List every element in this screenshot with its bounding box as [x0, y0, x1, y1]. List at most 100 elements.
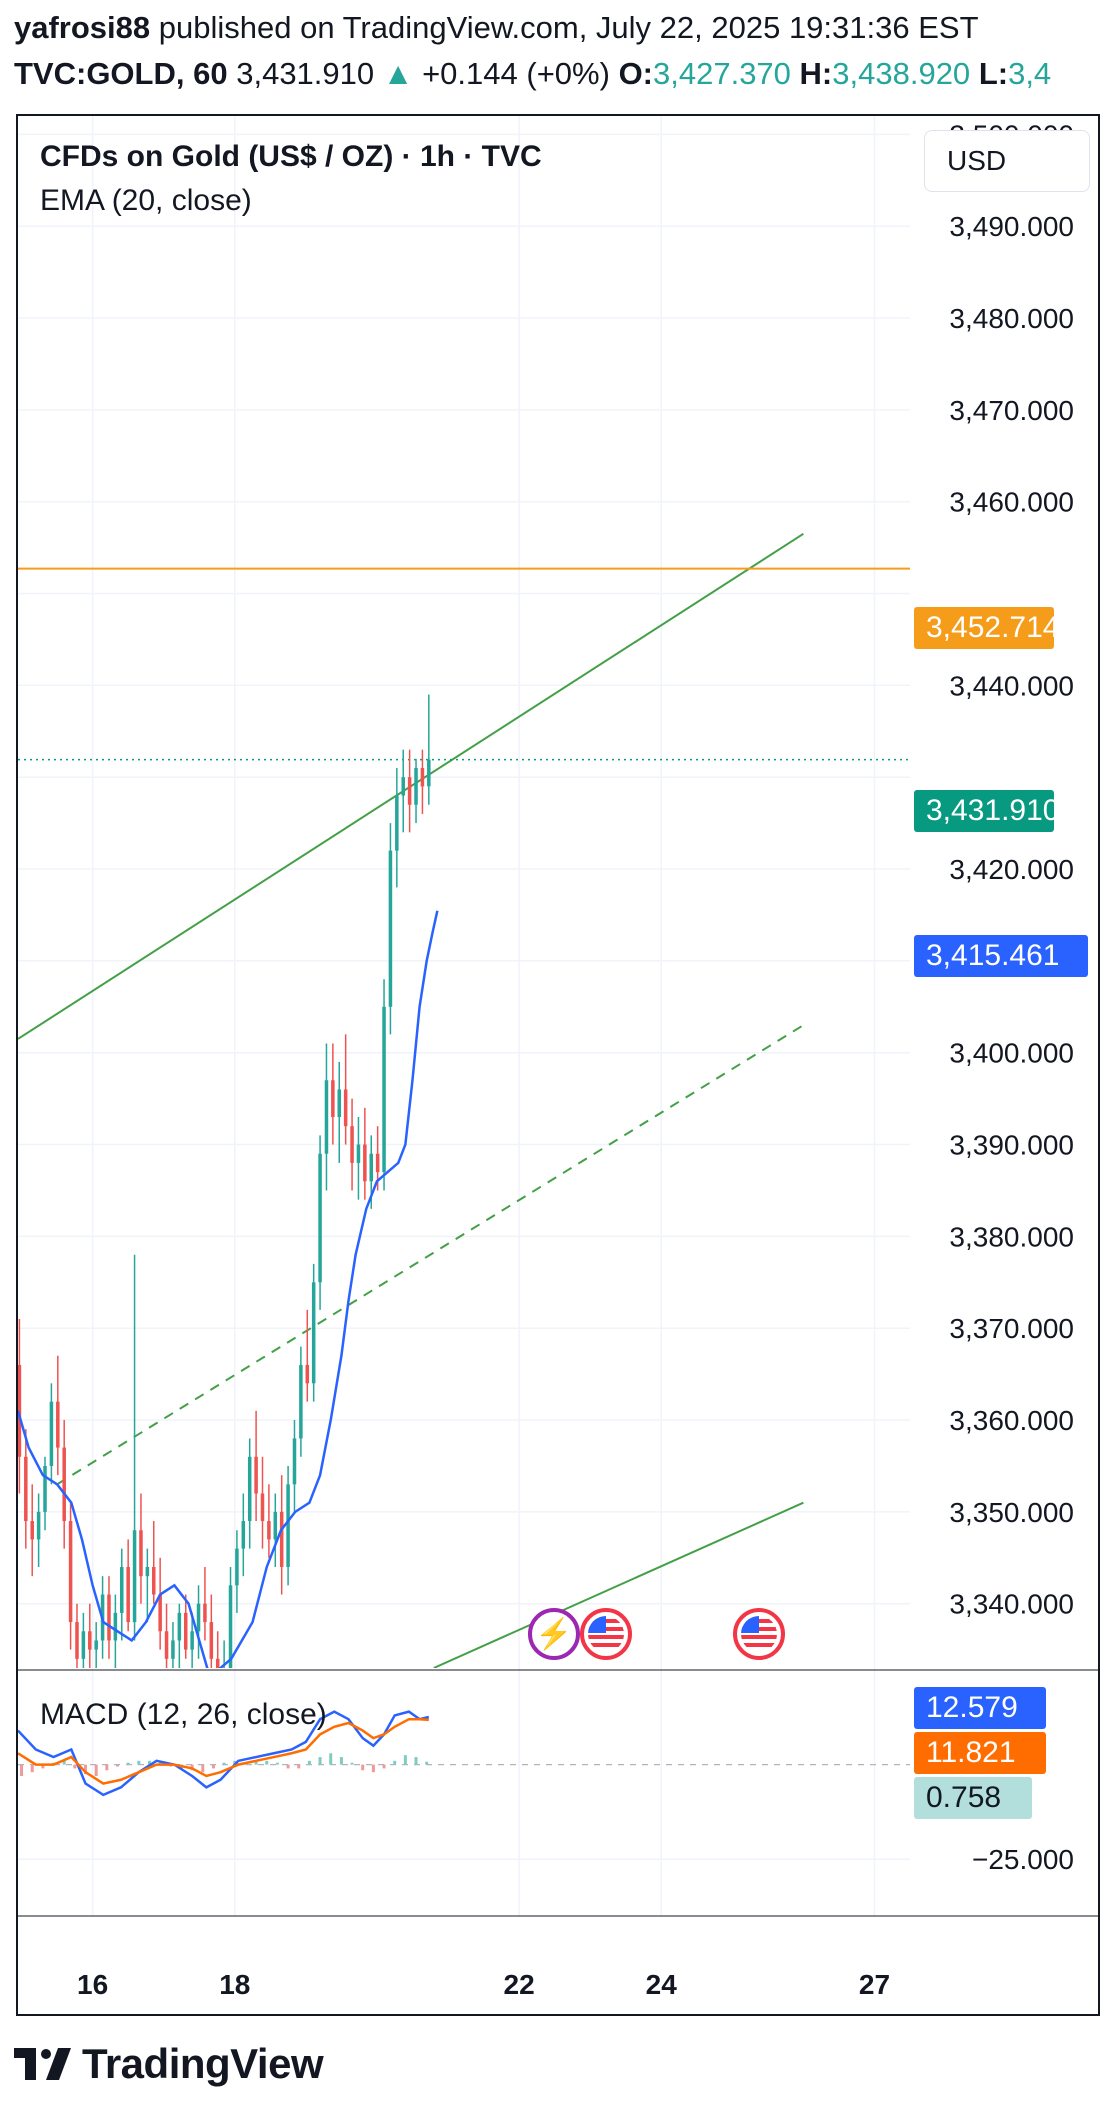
candle-body [196, 1603, 201, 1632]
macd-histogram-bar [393, 1760, 397, 1765]
candle-body [299, 1364, 303, 1439]
symbol-info: TVC:GOLD, 60 3,431.910 ▲ +0.144 (+0%) O:… [14, 56, 1114, 92]
hline-price-tag: 3,452.714 [914, 607, 1059, 649]
low-label: L: [978, 56, 1009, 91]
candle-body [331, 1080, 335, 1117]
flash-icon[interactable]: ⚡ [528, 1608, 580, 1660]
candle-body [241, 1521, 246, 1549]
candle-body [132, 1530, 137, 1623]
tradingview-branding[interactable]: TradingView [14, 2040, 324, 2088]
macd-histogram-bar [403, 1755, 407, 1765]
candle-body [139, 1530, 143, 1577]
candle-body [305, 1364, 310, 1384]
last-price-tag: 3,431.910 [914, 790, 1059, 832]
y-tick-label: 3,400.000 [949, 1038, 1074, 1069]
macd-histogram-bar [254, 1760, 258, 1765]
y-tick-label: 3,470.000 [949, 395, 1074, 426]
macd-series-signal [18, 1717, 429, 1785]
chart-frame [16, 114, 1100, 2016]
chart-title: CFDs on Gold (US$ / OZ) · 1h · TVC [40, 140, 542, 173]
us-flag-icon[interactable] [580, 1608, 632, 1660]
candle-body [94, 1640, 98, 1650]
candle-body [36, 1511, 41, 1540]
macd-pane [18, 1710, 910, 1797]
y-tick-label: 3,370.000 [949, 1313, 1074, 1344]
low-value: 3,4 [1008, 56, 1052, 91]
y-tick-label: 3,340.000 [949, 1589, 1074, 1620]
ema-line [18, 910, 439, 1668]
candle-body [350, 1126, 354, 1163]
candle-body [286, 1484, 290, 1567]
candle-body [88, 1631, 92, 1650]
signal-value-tag: 11.821 [914, 1732, 1046, 1774]
tradingview-logo-icon [14, 2048, 71, 2080]
macd-histogram-bar [339, 1757, 343, 1765]
candle-body [62, 1447, 66, 1522]
candle-body [356, 1144, 361, 1163]
macd-histogram-bar [201, 1764, 205, 1773]
macd-histogram-bar [307, 1760, 311, 1765]
candle-body [215, 1658, 220, 1668]
macd-histogram-bar [211, 1764, 215, 1769]
us-flag-icon[interactable] [733, 1608, 785, 1660]
macd-histogram-bar [275, 1762, 279, 1765]
open-value: 3,427.370 [653, 56, 791, 91]
candle-body [407, 777, 412, 805]
candle-body [235, 1548, 239, 1586]
candle-body [171, 1640, 175, 1659]
candle-body [375, 1153, 380, 1173]
macd-legend[interactable]: MACD (12, 26, close) [40, 1698, 327, 1731]
candle-body [158, 1594, 162, 1632]
symbol-name: TVC:GOLD, 60 [14, 56, 228, 91]
candle-body [382, 1006, 386, 1173]
macd-histogram-bar [30, 1764, 34, 1773]
candle-body [420, 768, 425, 787]
candle-body [120, 1566, 124, 1613]
y-tick-label: 3,440.000 [949, 670, 1074, 701]
macd-histogram-bar [137, 1760, 141, 1765]
candle-body [273, 1511, 278, 1540]
candle-body [24, 1456, 28, 1522]
y-tick-label: 3,490.000 [949, 211, 1074, 242]
open-label: O: [618, 56, 653, 91]
macd-histogram-bar [371, 1764, 375, 1773]
macd-histogram-bar [126, 1762, 130, 1765]
candle-body [113, 1612, 118, 1641]
y-tick-label: 3,390.000 [949, 1130, 1074, 1161]
main-pane [18, 533, 910, 1668]
candle-body [427, 759, 431, 787]
price-change: +0.144 (+0%) [422, 56, 610, 91]
candle-body [30, 1521, 34, 1540]
trendline-dashed [56, 1024, 804, 1486]
x-tick-label: 24 [646, 1969, 678, 2000]
ema-legend[interactable]: EMA (20, close) [40, 184, 252, 217]
candle-body [183, 1612, 188, 1650]
macd-histogram-bar [73, 1764, 77, 1769]
high-value: 3,438.920 [832, 56, 971, 91]
candle-body [75, 1622, 79, 1659]
y-tick-label: 3,460.000 [949, 487, 1074, 518]
candle-body [203, 1603, 207, 1623]
candle-body [49, 1401, 54, 1466]
candle-body [343, 1089, 348, 1127]
macd-histogram-bar [414, 1757, 418, 1765]
candle-body [190, 1631, 194, 1650]
high-label: H: [799, 56, 833, 91]
candle-body [324, 1080, 329, 1154]
candle-body [414, 768, 418, 805]
currency-button[interactable]: USD [924, 130, 1090, 192]
candle-body [228, 1585, 233, 1668]
candle-body [254, 1456, 258, 1494]
candle-body [68, 1521, 73, 1623]
candle-body [151, 1566, 156, 1595]
x-tick-label: 16 [77, 1969, 108, 2000]
candle-body [81, 1631, 86, 1659]
candle-body [260, 1493, 265, 1522]
candle-body [107, 1594, 111, 1641]
author-name[interactable]: yafrosi88 [14, 10, 151, 45]
candle-body [401, 777, 405, 796]
macd-histogram-bar [350, 1762, 354, 1765]
candle-body [247, 1456, 252, 1522]
macd-histogram-bar [233, 1760, 237, 1765]
